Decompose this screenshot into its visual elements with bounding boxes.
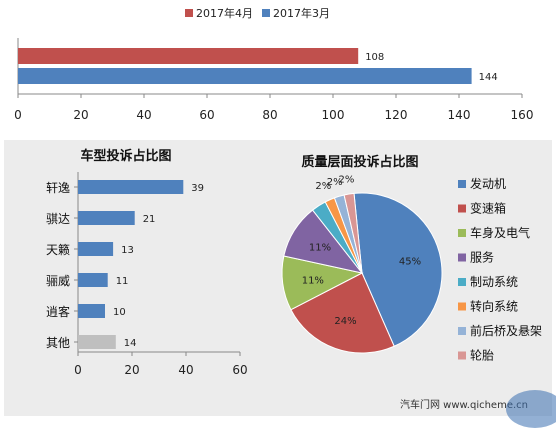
legend-label: 轮胎 <box>470 349 494 363</box>
watermark-text: 汽车门网 www.qicheme.cn <box>400 398 528 411</box>
x-tick-label: 20 <box>124 363 139 377</box>
comparison-bar-chart: 2017年4月 2017年3月 108 144 0 20 40 60 80 100 120 140 16… <box>14 6 533 122</box>
bar-value-label: 11 <box>116 276 129 287</box>
x-tick-label: 40 <box>136 108 151 122</box>
legend-label: 变速箱 <box>470 201 506 216</box>
x-tick-label: 0 <box>74 363 82 377</box>
pie-slice <box>353 192 443 347</box>
legend-swatch <box>458 204 466 213</box>
slice-label: 2% <box>327 177 343 188</box>
x-tick-label: 20 <box>73 108 88 122</box>
slice-label: 2% <box>315 181 331 192</box>
x-tick-label: 160 <box>511 108 534 122</box>
chart-title: 质量层面投诉占比图 <box>301 154 418 170</box>
category-label: 其他 <box>46 336 70 350</box>
bar <box>78 273 108 287</box>
slice-label: 24% <box>334 316 356 327</box>
legend-label: 车身及电气 <box>470 225 530 240</box>
bar <box>78 180 184 194</box>
legend-label: 转向系统 <box>470 299 518 314</box>
watermark-logo-icon <box>506 390 556 428</box>
legend-label: 2017年3月 <box>273 6 330 20</box>
pie-slice <box>290 272 395 354</box>
bar-value-label: 39 <box>191 183 204 194</box>
slice-label: 2% <box>338 174 354 185</box>
chart-title: 车型投诉占比图 <box>80 148 171 164</box>
legend-label: 发动机 <box>470 176 506 191</box>
slice-label: 11% <box>302 275 324 286</box>
legend-swatch <box>458 278 466 286</box>
x-tick-label: 120 <box>385 108 408 122</box>
legend-label: 制动系统 <box>470 275 518 289</box>
bar <box>18 48 359 64</box>
legend-swatch <box>458 351 466 360</box>
legend-label: 前后桥及悬架 <box>470 323 542 338</box>
legend-swatch <box>458 180 466 188</box>
category-label: 骐达 <box>46 212 70 226</box>
legend-swatch <box>458 229 466 237</box>
legend-label: 2017年4月 <box>196 6 253 20</box>
bar-value-label: 13 <box>121 245 134 256</box>
slice-label: 11% <box>309 243 331 254</box>
x-tick-label: 0 <box>14 108 22 122</box>
category-label: 骊威 <box>46 274 70 288</box>
bar-value-label: 144 <box>479 72 498 83</box>
category-label: 轩逸 <box>46 181 70 195</box>
x-tick-label: 60 <box>232 363 247 377</box>
x-tick-label: 40 <box>178 363 193 377</box>
category-label: 天籁 <box>46 242 70 257</box>
bar-value-label: 14 <box>124 338 137 349</box>
bar <box>18 68 472 84</box>
x-tick-label: 60 <box>199 108 214 122</box>
x-tick-label: 80 <box>262 108 277 122</box>
pie-slice <box>343 192 363 274</box>
bar <box>78 335 116 349</box>
bar-value-label: 21 <box>143 214 156 225</box>
bar <box>78 304 105 318</box>
legend-swatch <box>458 302 466 311</box>
legend-swatch <box>185 9 193 17</box>
x-tick-label: 140 <box>448 108 471 122</box>
legend-swatch <box>458 327 466 335</box>
slice-label: 45% <box>399 256 421 267</box>
bar-value-label: 108 <box>365 52 384 63</box>
bar <box>78 242 114 256</box>
x-tick-label: 100 <box>322 108 345 122</box>
category-label: 逍客 <box>46 304 70 319</box>
legend-label: 服务 <box>470 250 494 265</box>
bar <box>78 211 135 225</box>
legend-swatch <box>458 253 466 262</box>
legend-swatch <box>262 9 270 17</box>
bar-value-label: 10 <box>113 307 126 318</box>
